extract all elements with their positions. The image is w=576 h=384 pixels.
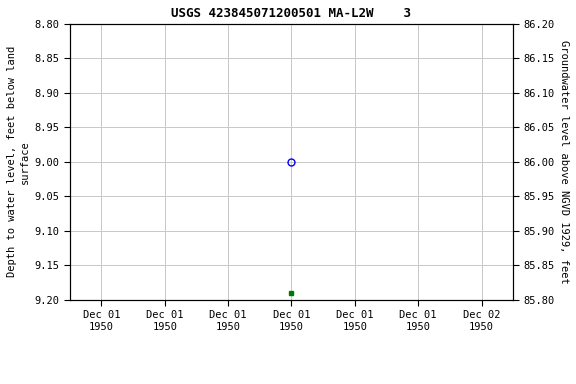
Y-axis label: Groundwater level above NGVD 1929, feet: Groundwater level above NGVD 1929, feet xyxy=(559,40,569,283)
Title: USGS 423845071200501 MA-L2W    3: USGS 423845071200501 MA-L2W 3 xyxy=(172,7,411,20)
Legend: Period of approved data: Period of approved data xyxy=(194,382,389,384)
Y-axis label: Depth to water level, feet below land
surface: Depth to water level, feet below land su… xyxy=(7,46,30,277)
